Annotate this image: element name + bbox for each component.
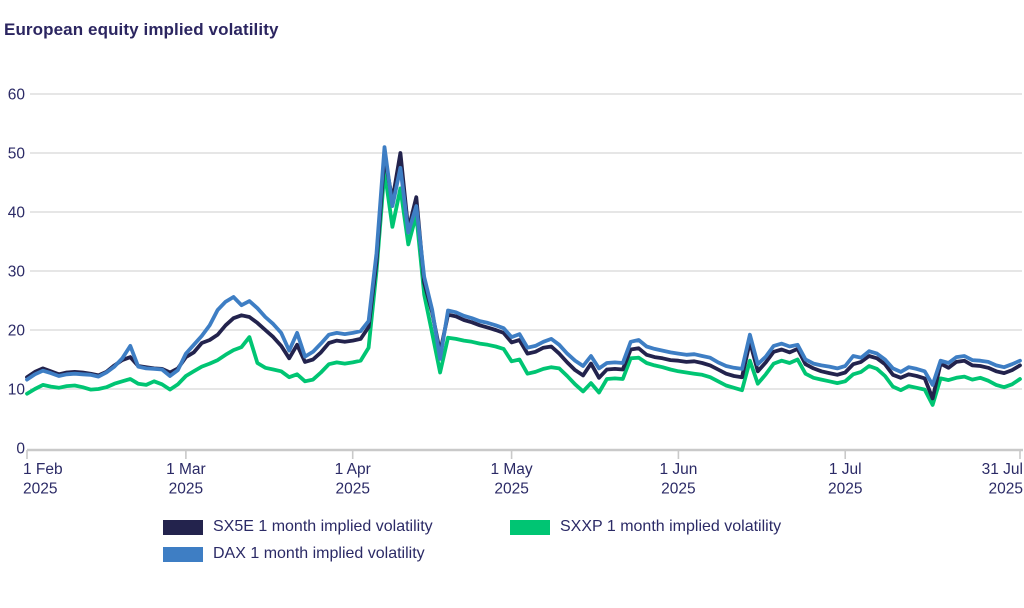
x-tick-label: 1 Jun <box>659 461 697 478</box>
x-tick-label: 1 Mar <box>166 461 206 478</box>
x-tick-label: 2025 <box>169 481 203 498</box>
x-tick-label: 2025 <box>23 481 57 498</box>
chart-legend: SX5E 1 month implied volatility SXXP 1 m… <box>163 518 781 563</box>
series-lines <box>25 145 1022 407</box>
legend-label: SX5E 1 month implied volatility <box>213 518 433 535</box>
chart-title: European equity implied volatility <box>4 20 279 39</box>
y-tick-label: 0 <box>16 441 25 458</box>
y-tick-label: 60 <box>8 87 26 104</box>
x-tick-label: 1 May <box>490 461 532 478</box>
x-tick-label: 31 Jul <box>982 461 1023 478</box>
y-tick-label: 20 <box>8 323 26 340</box>
series-line-sxxp <box>25 168 1022 407</box>
legend-label: SXXP 1 month implied volatility <box>560 518 782 535</box>
y-tick-label: 30 <box>8 264 26 281</box>
legend-item-sx5e: SX5E 1 month implied volatility <box>163 518 510 536</box>
x-tick-label: 2025 <box>989 481 1023 498</box>
x-tick-label: 1 Apr <box>335 461 371 478</box>
x-tick-label: 2025 <box>494 481 528 498</box>
gridlines <box>30 93 1022 390</box>
legend-item-dax: DAX 1 month implied volatility <box>163 545 510 563</box>
legend-item-sxxp: SXXP 1 month implied volatility <box>510 518 781 536</box>
chart-canvas: 0 10 20 30 40 50 60 1 Feb 2025 1 Mar 2025 1 Apr 202… <box>8 87 1023 498</box>
y-tick-label: 40 <box>8 205 26 222</box>
sx5e-swatch-icon <box>163 519 203 535</box>
y-tick-label: 50 <box>8 146 26 163</box>
x-tick-label: 2025 <box>335 481 369 498</box>
x-axis-labels: 1 Feb 2025 1 Mar 2025 1 Apr 2025 1 May 2025 1 Ju… <box>23 461 1023 498</box>
series-line-dax <box>25 145 1022 387</box>
x-tick-label: 1 Jul <box>829 461 862 478</box>
legend-label: DAX 1 month implied volatility <box>213 545 425 562</box>
sxxp-swatch-icon <box>510 519 550 535</box>
x-tick-label: 2025 <box>828 481 862 498</box>
x-tick-label: 2025 <box>661 481 695 498</box>
dax-swatch-icon <box>163 546 203 562</box>
x-tick-label: 1 Feb <box>23 461 63 478</box>
x-axis <box>26 448 1023 459</box>
y-tick-label: 10 <box>8 382 26 399</box>
y-axis-labels: 0 10 20 30 40 50 60 <box>8 87 26 458</box>
series-line-sx5e <box>25 151 1022 401</box>
